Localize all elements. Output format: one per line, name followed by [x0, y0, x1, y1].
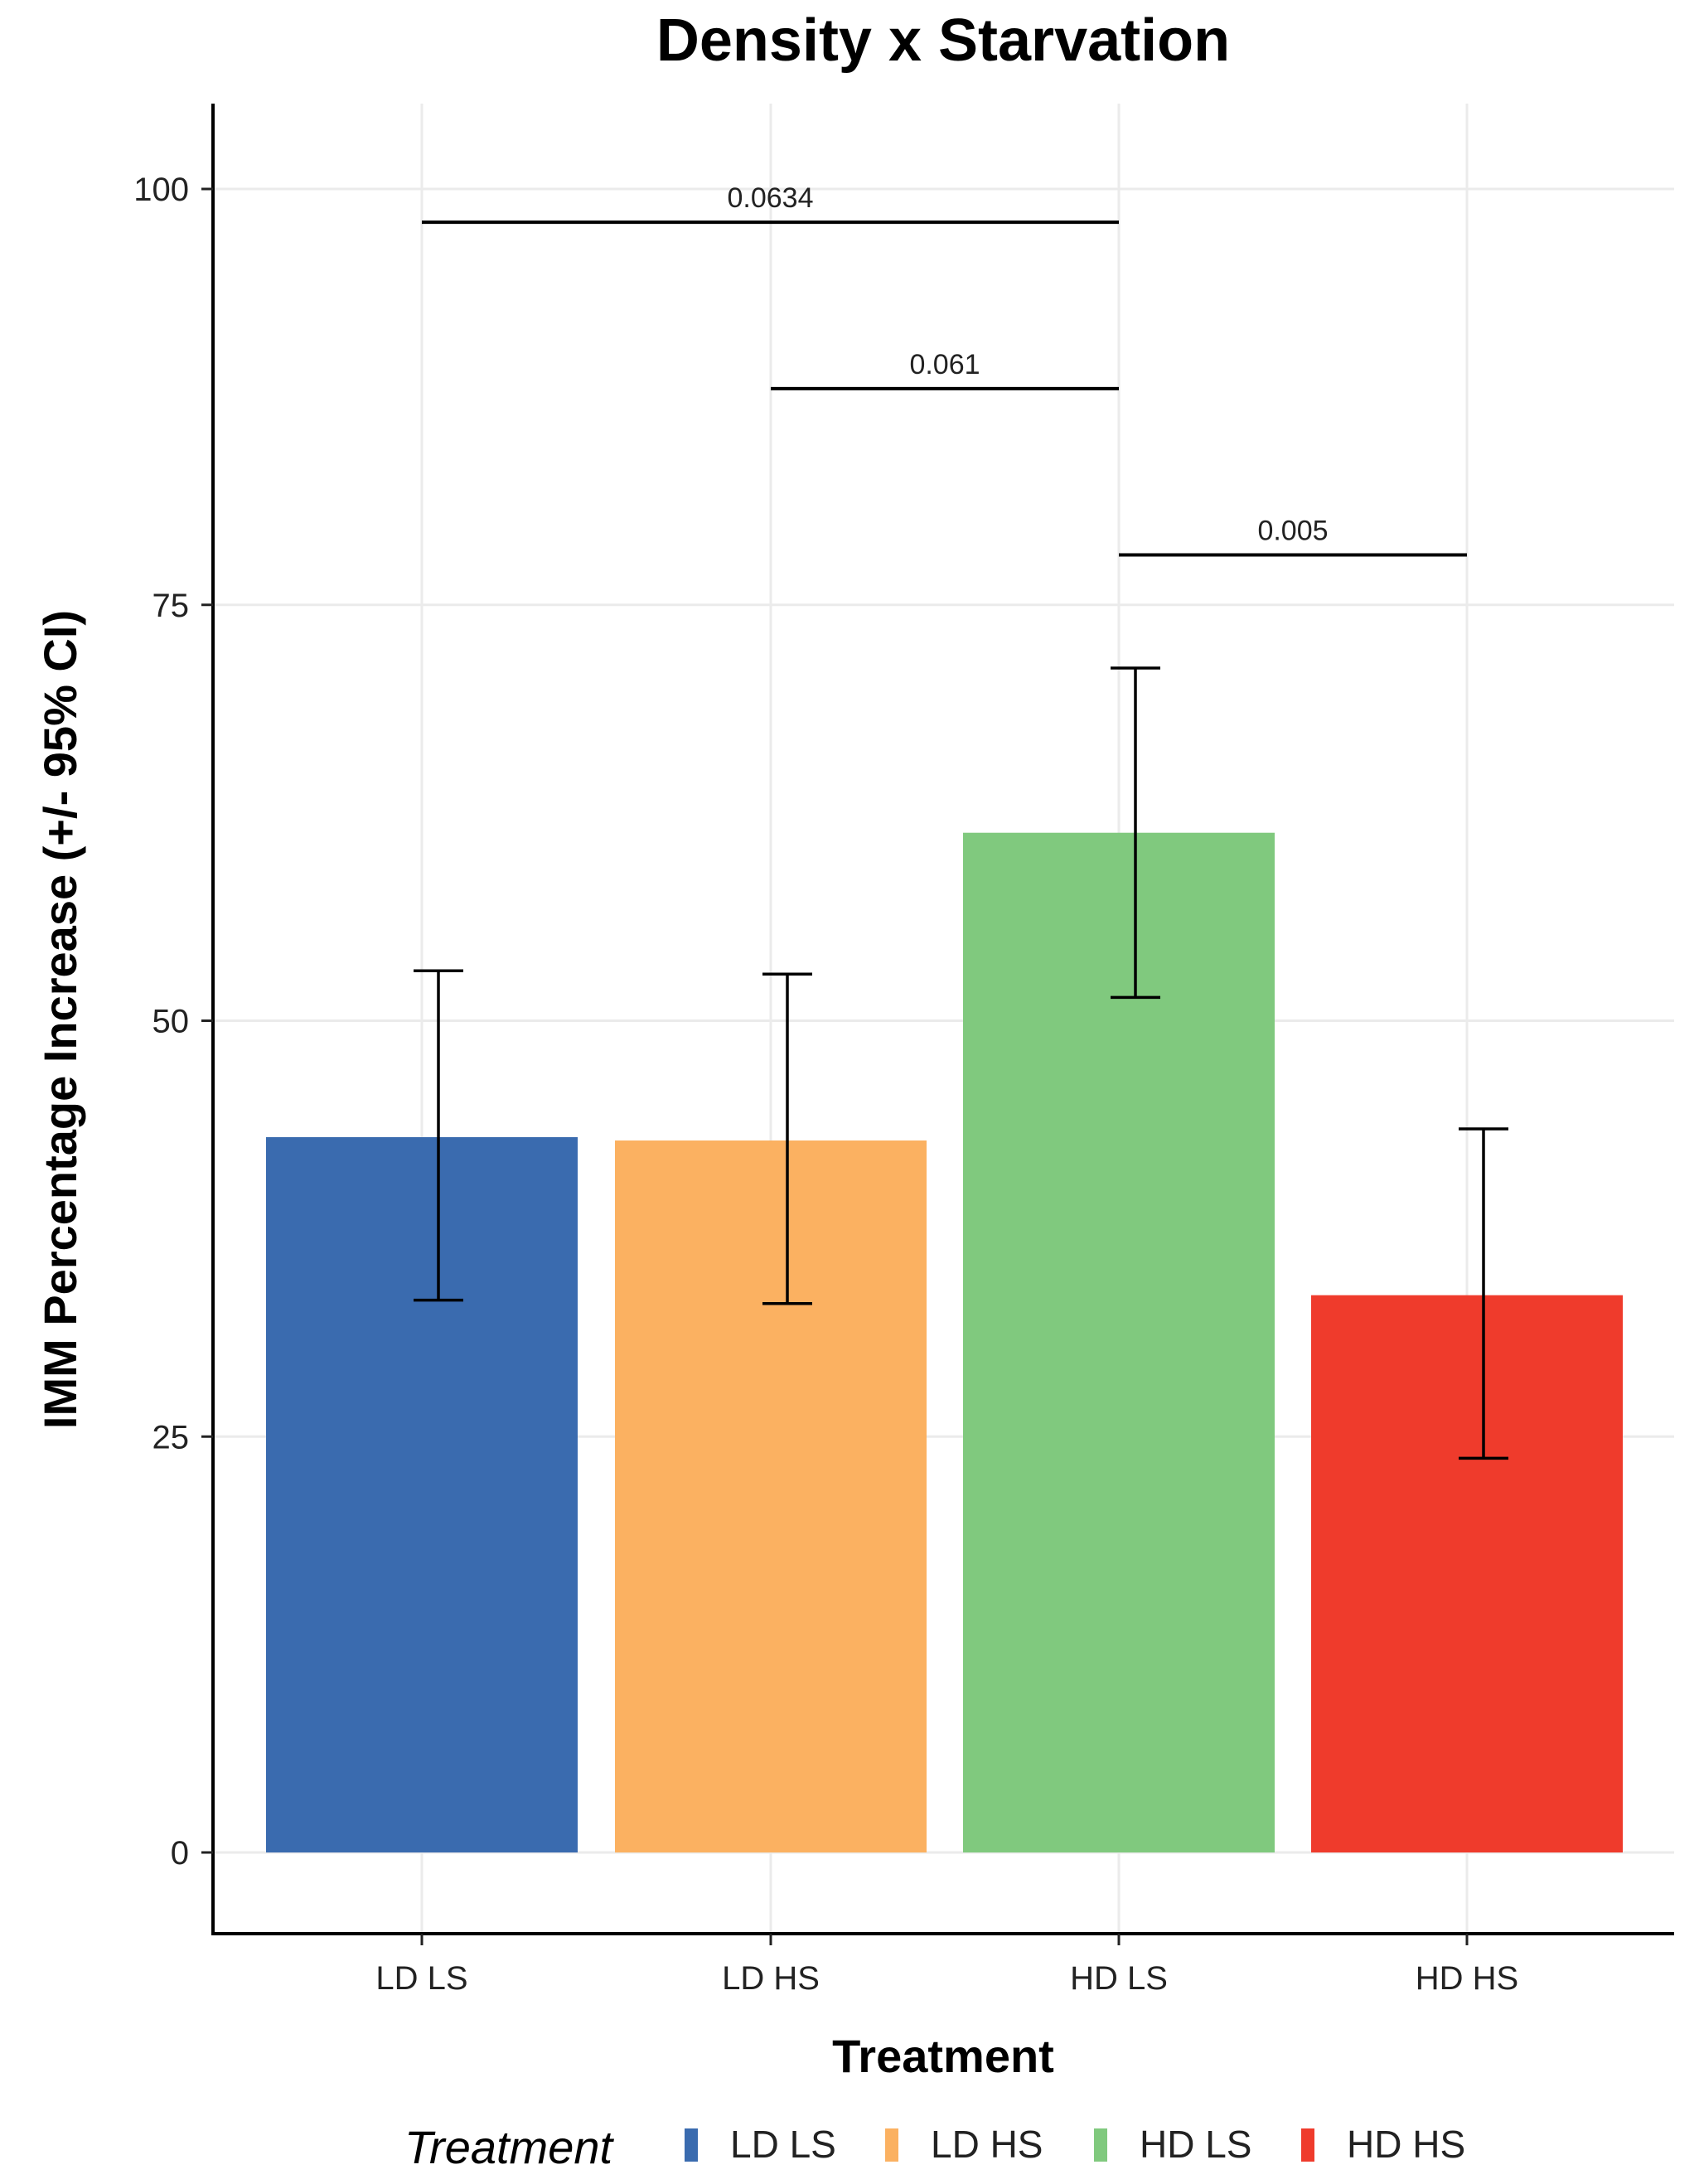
x-tick-label-hd-hs: HD HS: [1416, 1960, 1518, 1997]
legend-items: LD LS LD HS HD LS HD HS: [685, 2123, 1465, 2166]
bar-ld-ls: [266, 1136, 578, 1852]
y-tick-label-25: 25: [152, 1419, 190, 1455]
y-tick-label-100: 100: [133, 172, 189, 208]
error-bars: [414, 666, 1508, 1460]
chart-title: Density x Starvation: [656, 7, 1230, 74]
axes: [211, 104, 1674, 1935]
significance-label-1: 0.061: [909, 349, 980, 380]
legend-key-hd-ls: [1094, 2128, 1107, 2162]
y-tick-label-0: 0: [171, 1835, 189, 1872]
bar-hd-ls: [963, 832, 1275, 1852]
significance-label-2: 0.005: [1257, 516, 1328, 547]
y-axis-title: IMM Percentage Increase (+/- 95% CI): [34, 610, 86, 1429]
legend-label-ld-ls: LD LS: [730, 2123, 836, 2166]
legend-title: Treatment: [404, 2121, 614, 2173]
legend-key-ld-ls: [685, 2128, 698, 2162]
legend-label-hd-ls: HD LS: [1140, 2123, 1251, 2166]
bars: [266, 832, 1623, 1852]
legend-key-hd-hs: [1301, 2128, 1314, 2162]
x-tick-label-ld-hs: LD HS: [722, 1960, 820, 1997]
significance-brackets: 0.0634 0.061 0.005: [422, 182, 1467, 557]
legend: Treatment LD LS LD HS HD LS HD HS: [404, 2121, 1465, 2173]
x-tick-label-ld-ls: LD LS: [375, 1960, 467, 1997]
x-axis-ticks: LD LS LD HS HD LS HD HS: [375, 1934, 1518, 1997]
y-tick-label-50: 50: [152, 1004, 190, 1040]
bar-ld-hs: [615, 1140, 927, 1852]
legend-label-ld-hs: LD HS: [931, 2123, 1043, 2166]
bar-hd-hs: [1311, 1295, 1623, 1852]
x-tick-label-hd-ls: HD LS: [1070, 1960, 1168, 1997]
legend-label-hd-hs: HD HS: [1347, 2123, 1465, 2166]
x-axis-title: Treatment: [832, 2030, 1054, 2082]
y-tick-label-75: 75: [152, 588, 190, 624]
y-axis-ticks: 0 25 50 75 100: [133, 172, 213, 1872]
significance-label-0: 0.0634: [728, 182, 814, 214]
legend-key-ld-hs: [885, 2128, 898, 2162]
